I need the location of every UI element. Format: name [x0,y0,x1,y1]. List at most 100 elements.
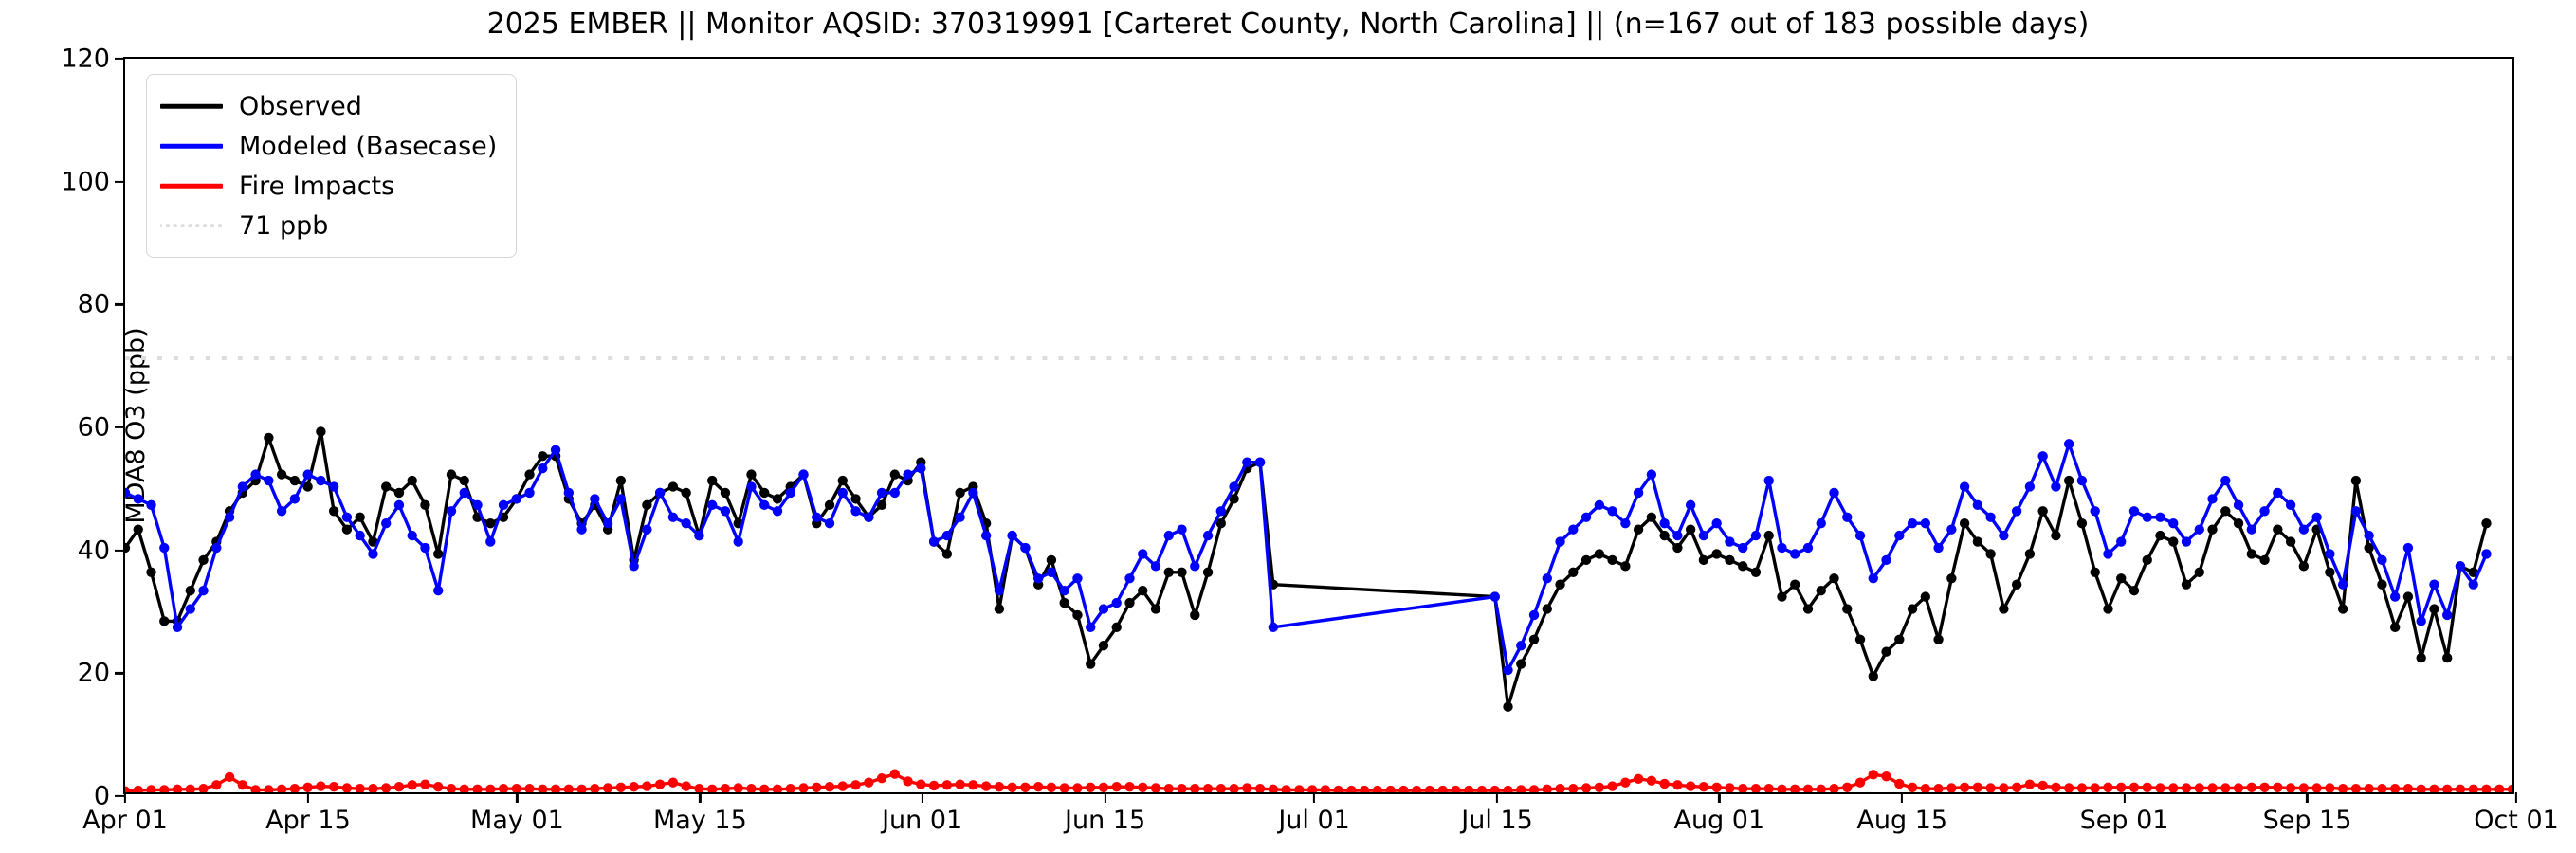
series-marker [2377,783,2387,792]
series-marker [1424,785,1435,792]
series-marker [498,499,509,511]
series-marker [2259,554,2270,566]
series-marker [420,499,430,511]
series-marker [1894,778,1905,789]
legend-item-fire-impacts[interactable]: Fire Impacts [160,166,497,206]
series-marker [1777,542,1787,554]
series-marker [1802,784,1814,792]
series-marker [407,780,417,790]
series-marker [1763,530,1774,541]
series-marker [1777,591,1787,602]
legend-item-modeled-basecase[interactable]: Modeled (Basecase) [160,126,497,166]
series-marker [759,487,770,499]
legend-label: 71 ppb [239,210,329,241]
series-marker [968,780,978,790]
series-marker [1881,554,1891,566]
series-marker [706,784,718,792]
y-tick-mark [115,672,125,675]
series-marker [2455,561,2466,572]
y-tick-label: 120 [61,44,110,74]
series-marker [615,494,627,504]
series-marker [2364,530,2374,541]
series-marker [1202,783,1214,792]
series-marker [393,499,405,511]
series-marker [785,487,795,499]
series-marker [2429,784,2439,792]
series-marker [1842,782,1853,792]
series-marker [1868,770,1878,780]
series-marker [1124,597,1135,608]
legend-item-observed[interactable]: Observed [160,86,497,126]
series-marker [2259,782,2270,792]
series-marker [211,542,222,554]
series-marker [2168,518,2179,529]
series-marker [2090,783,2100,792]
series-marker [2051,782,2061,792]
series-marker [185,604,195,614]
series-marker [2051,481,2061,492]
series-marker [941,549,953,559]
series-marker [1202,567,1214,577]
y-tick-label: 100 [61,167,110,197]
legend: Observed Modeled (Basecase) Fire Impacts 71… [146,74,518,258]
series-marker [328,481,339,492]
series-marker [2389,783,2401,792]
series-marker [1985,549,1996,559]
series-marker [264,432,274,444]
series-marker [706,475,718,486]
series-marker [511,494,521,504]
series-marker [2024,549,2036,559]
series-marker [472,784,483,792]
series-marker [2481,518,2492,529]
series-marker [2024,481,2036,492]
series-marker [1503,664,1513,676]
series-marker [1685,524,1696,535]
series-marker [446,506,457,517]
series-marker [538,784,548,792]
series-marker [2233,783,2244,792]
series-marker [1698,530,1709,541]
series-marker [2090,567,2100,577]
series-marker [1894,530,1905,541]
series-marker [355,512,365,522]
series-marker [1672,780,1683,790]
series-marker [1972,536,1983,547]
series-marker [276,784,287,792]
series-marker [994,585,1005,596]
series-marker [1503,785,1513,792]
series-marker [1086,622,1096,633]
series-marker [903,469,913,480]
series-marker [642,499,652,511]
series-marker [1098,782,1109,792]
series-marker [2220,506,2231,517]
series-marker [681,487,691,499]
x-tick-label: Jul 15 [1461,806,1533,835]
series-marker [1568,524,1579,535]
series-marker [2116,536,2127,547]
series-marker [1959,481,1970,492]
series-marker [837,475,848,486]
series-marker [576,524,587,535]
series-marker [1907,782,1918,792]
series-marker [720,783,731,792]
series-marker [459,784,469,792]
series-marker [1725,536,1735,547]
x-tick-mark [2123,792,2126,803]
series-marker [185,585,195,596]
series-marker [720,487,731,499]
series-marker [2181,783,2192,792]
legend-label: Modeled (Basecase) [239,131,498,161]
series-marker [615,475,627,486]
series-marker [864,777,874,788]
series-marker [1659,530,1670,541]
series-marker [563,487,575,499]
series-marker [524,469,535,480]
series-marker [615,782,627,792]
series-marker [2298,561,2310,572]
legend-item-71-ppb[interactable]: 71 ppb [160,206,497,245]
series-marker [1737,542,1748,554]
series-marker [889,469,901,480]
series-marker [1711,549,1722,559]
series-marker [1190,609,1200,621]
series-marker [1150,561,1161,572]
